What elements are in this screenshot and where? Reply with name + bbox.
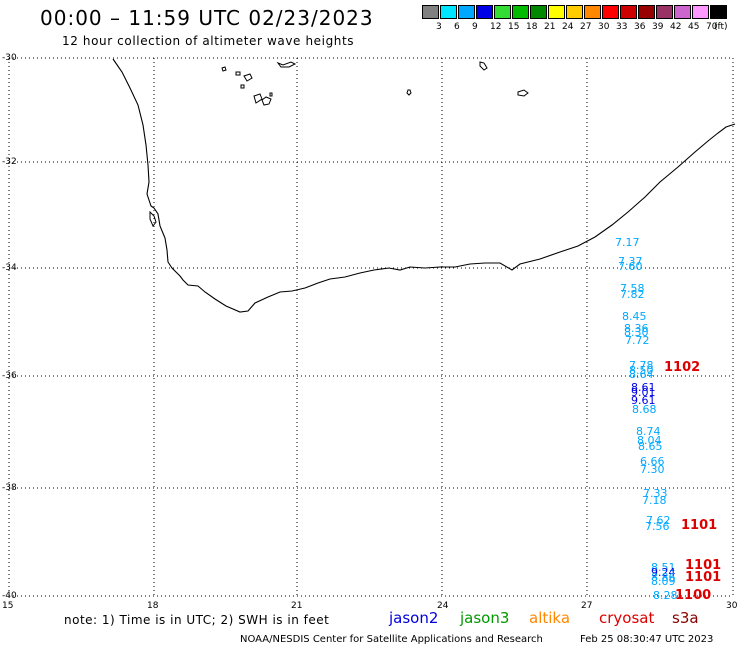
satellite-legend-altika: altika [529,609,571,627]
scale-swatch [458,5,475,19]
scale-swatch [584,5,601,19]
scale-label: 33 [616,22,628,32]
footer-timestamp: Feb 25 08:30:47 UTC 2023 [580,634,714,645]
wave-height-reading: 7.62 [646,514,671,527]
scale-swatch [710,5,727,19]
longitude-label: 30 [726,601,738,611]
wave-height-reading: 7.78 [629,359,654,372]
wave-height-reading: 8.68 [632,403,657,416]
wave-height-reading: 7.58 [620,282,645,295]
scale-label: 9 [472,22,478,32]
scale-label: 6 [454,22,460,32]
scale-swatch [692,5,709,19]
scale-label: 42 [670,22,682,32]
scale-label: 39 [652,22,664,32]
wave-height-reading: 9.01 [631,386,656,399]
wave-height-reading: 8.61 [631,381,656,394]
latitude-label: -38 [2,483,17,493]
wave-height-reading: 7.37 [618,255,643,268]
wave-height-reading: 8.50 [629,364,654,377]
scale-label: 24 [562,22,574,32]
wave-height-reading: 7.33 [643,487,668,500]
wave-height-reading: 8.04 [637,434,662,447]
scale-swatch [512,5,529,19]
scale-label: 36 [634,22,646,32]
map-subtitle: 12 hour collection of altimeter wave hei… [62,34,355,48]
scale-swatch [530,5,547,19]
graticule [8,57,734,597]
wave-height-reading: 7.60 [618,260,643,273]
scale-swatch [602,5,619,19]
scale-swatch [566,5,583,19]
wave-height-reading: 8.64 [629,368,654,381]
longitude-label: 18 [147,601,159,611]
latitude-label: -40 [2,591,17,601]
scale-label: 45 [688,22,700,32]
wave-height-reading: 8.74 [636,425,661,438]
coastline-bay-inlet [149,210,157,227]
latitude-label: -32 [2,157,17,167]
wave-height-reading: 7.17 [615,236,640,249]
map-title: 00:00 – 11:59 UTC 02/23/2023 [40,6,374,30]
latitude-label: -30 [2,53,17,63]
scale-swatch [476,5,493,19]
wave-height-reading: 8.51 [651,561,676,574]
wave-height-reading: 7.82 [620,288,645,301]
wave-height-reading: 1101 [685,570,722,585]
scale-label: 27 [580,22,592,32]
wave-height-reading: 9.24 [651,566,676,579]
wave-height-reading: 6.66 [640,455,665,468]
wave-height-reading: 7.72 [625,334,650,347]
wave-height-reading: 1100 [675,588,712,603]
wave-height-reading: 7.30 [640,463,665,476]
longitude-label: 15 [2,601,14,611]
satellite-legend-jason3: jason3 [460,609,510,627]
longitude-label: 27 [581,601,593,611]
scale-label: 12 [490,22,502,32]
scale-label: 70 [706,22,718,32]
satellite-legend-cryosat: cryosat [599,609,655,627]
inland-lakes [221,61,529,106]
wave-height-reading: 9.61 [631,394,656,407]
wave-height-reading: 8.28 [653,589,678,602]
wave-height-reading: 8.09 [651,575,676,588]
scale-swatch [656,5,673,19]
wave-height-reading: 1101 [685,558,722,573]
wave-height-reading: 8.86 [651,571,676,584]
latitude-label: -36 [2,371,17,381]
footer-organization: NOAA/NESDIS Center for Satellite Applica… [240,634,543,645]
scale-swatch [548,5,565,19]
scale-label: 18 [526,22,538,32]
satellite-legend-jason2: jason2 [389,609,439,627]
wave-height-reading: 8.65 [638,440,663,453]
scale-swatch [422,5,439,19]
satellite-legend-s3a: s3a [672,609,699,627]
scale-label: 21 [544,22,556,32]
scale-label: 15 [508,22,520,32]
scale-label: 30 [598,22,610,32]
footer-note: note: 1) Time is in UTC; 2) SWH is in fe… [64,613,330,627]
wave-height-reading: 8.45 [622,310,647,323]
scale-swatch [674,5,691,19]
scale-swatch [638,5,655,19]
longitude-label: 24 [437,601,449,611]
scale-swatch [440,5,457,19]
wave-height-reading: 8.30 [624,326,649,339]
scale-swatch [494,5,511,19]
wave-height-reading: 8.36 [624,322,649,335]
wave-height-reading: 7.56 [645,520,670,533]
coastline [112,58,736,313]
wave-height-reading: 1101 [681,518,718,533]
wave-height-reading: 1102 [664,360,701,375]
scale-swatch [620,5,637,19]
scale-unit: (ft) [714,22,728,32]
longitude-label: 21 [291,601,303,611]
latitude-label: -34 [2,263,17,273]
wave-height-reading: 7.18 [642,494,667,507]
scale-label: 3 [436,22,442,32]
